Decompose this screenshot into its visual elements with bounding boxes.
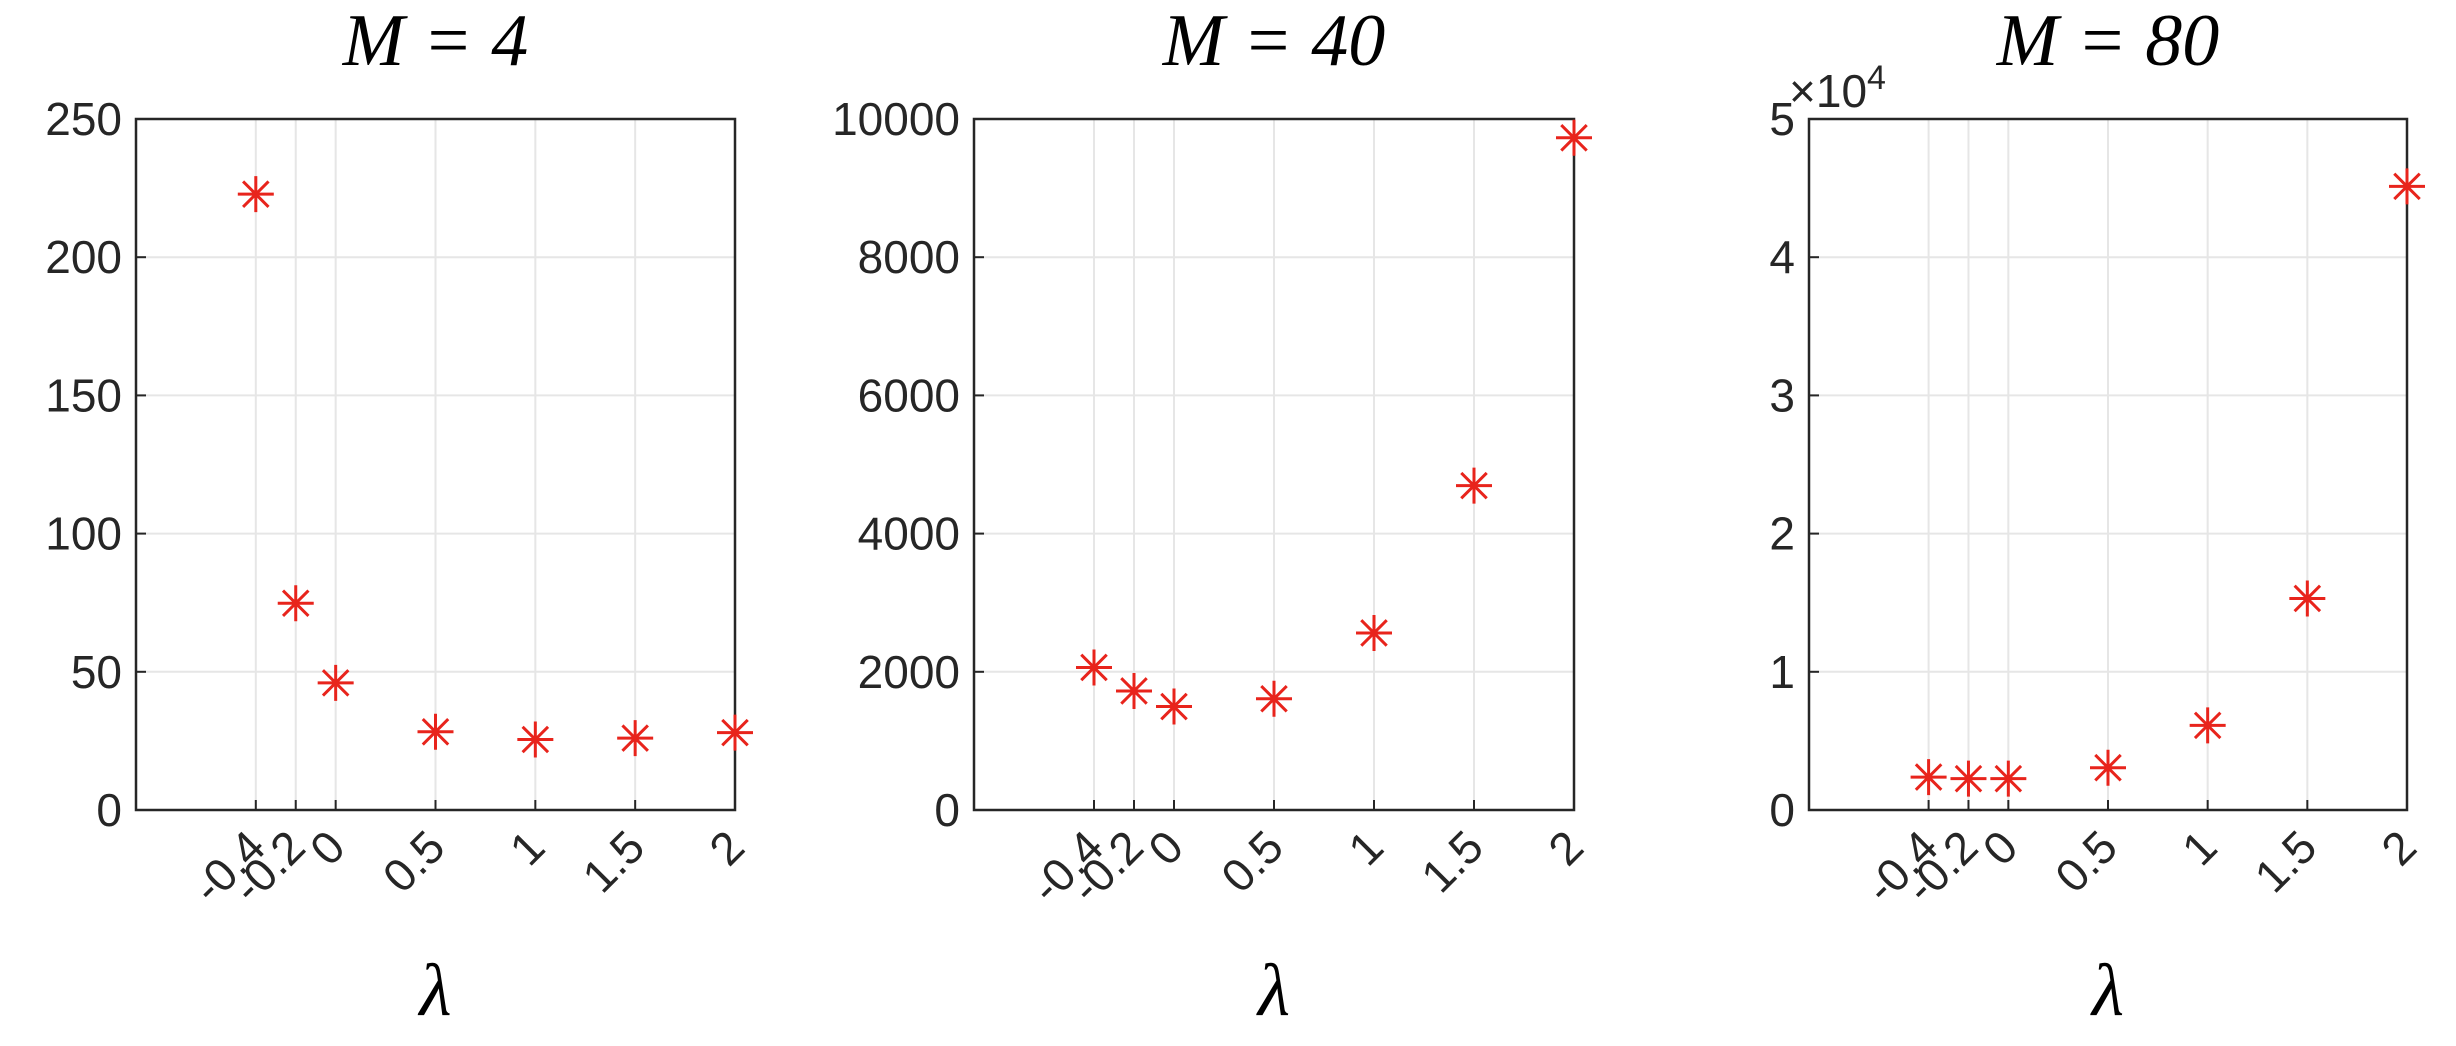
marker <box>1556 119 1592 156</box>
y-tick-label: 0 <box>1769 784 1795 836</box>
marker <box>2289 580 2326 617</box>
marker <box>2189 707 2226 744</box>
marker <box>1356 614 1392 651</box>
y-tick-label: 250 <box>45 93 122 145</box>
chart-title: M = 80 <box>1996 0 2220 82</box>
marker <box>617 720 654 757</box>
y-tick-label: 10000 <box>832 93 960 145</box>
x-tick-label: 0.5 <box>2045 820 2127 902</box>
y-multiplier: ×104 <box>1789 59 1886 117</box>
marker <box>1076 649 1112 686</box>
axes-box <box>1807 117 2409 812</box>
x-tick-label: 2 <box>699 820 754 875</box>
y-tick-label: 150 <box>45 369 122 421</box>
x-tick-label: 0 <box>1973 820 2028 875</box>
y-tick-label: 1 <box>1769 646 1795 698</box>
marker <box>1990 760 2027 797</box>
marker <box>2090 749 2126 786</box>
y-tick-label: 0 <box>934 784 960 836</box>
x-axis-label: λ <box>1256 950 1290 1032</box>
y-tick-label: 6000 <box>858 369 960 421</box>
x-tick-label: 1.5 <box>2244 820 2326 902</box>
marker <box>1156 688 1192 725</box>
marker <box>317 664 354 701</box>
x-tick-label: 0.5 <box>1211 820 1293 902</box>
x-tick-label: 0 <box>300 820 355 875</box>
x-tick-label: 1 <box>2172 820 2227 875</box>
marker <box>417 713 454 750</box>
marker <box>1910 759 1947 796</box>
marker <box>517 721 554 758</box>
y-tick-label: 2 <box>1769 508 1795 560</box>
exponent: 4 <box>1867 59 1886 97</box>
axes-box <box>134 117 737 812</box>
axes-box <box>972 117 1576 812</box>
x-tick-label: 2 <box>1538 820 1593 875</box>
multiplier: ×10 <box>1789 65 1867 117</box>
marker <box>1116 672 1152 709</box>
y-tick-label: 0 <box>96 784 122 836</box>
y-tick-label: 5 <box>1769 93 1795 145</box>
marker <box>237 176 274 213</box>
x-tick-label: 0 <box>1138 820 1193 875</box>
y-tick-label: 200 <box>45 231 122 283</box>
x-axis-label: λ <box>2090 950 2124 1032</box>
marker <box>1456 467 1492 504</box>
x-tick-label: 1 <box>1338 820 1393 875</box>
x-tick-label: 1.5 <box>572 820 654 902</box>
x-axis-label: λ <box>417 950 451 1032</box>
x-tick-label: 2 <box>2371 820 2426 875</box>
marker <box>2389 168 2425 205</box>
y-tick-label: 4000 <box>858 508 960 560</box>
x-tick-label: 0.5 <box>373 820 455 902</box>
chart-title: M = 40 <box>1162 0 1386 82</box>
marker <box>277 585 314 622</box>
y-tick-label: 8000 <box>858 231 960 283</box>
marker <box>1950 760 1987 797</box>
y-tick-label: 4 <box>1769 231 1795 283</box>
y-tick-label: 2000 <box>858 646 960 698</box>
marker <box>717 714 753 751</box>
y-tick-label: 50 <box>71 646 122 698</box>
y-tick-label: 3 <box>1769 369 1795 421</box>
x-tick-label: 1.5 <box>1411 820 1493 902</box>
marker <box>1256 680 1292 717</box>
chart-title: M = 4 <box>342 0 529 82</box>
y-tick-label: 100 <box>45 508 122 560</box>
x-tick-label: 1 <box>500 820 555 875</box>
